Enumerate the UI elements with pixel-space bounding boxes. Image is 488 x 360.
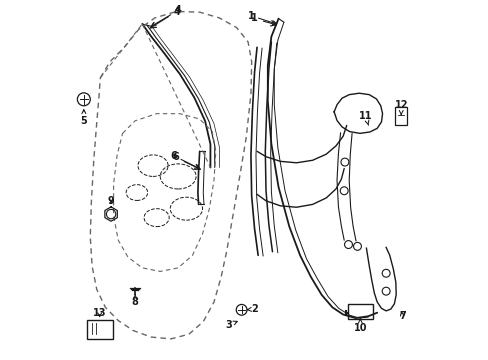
Text: 9: 9 xyxy=(107,196,114,206)
Text: 4: 4 xyxy=(151,5,181,26)
Text: 13: 13 xyxy=(93,309,106,318)
Text: 1: 1 xyxy=(250,13,257,23)
Text: 4: 4 xyxy=(174,7,181,17)
Text: 3: 3 xyxy=(224,320,237,330)
Text: 7: 7 xyxy=(398,311,405,320)
Text: 2: 2 xyxy=(246,304,257,314)
Text: 8: 8 xyxy=(131,294,138,307)
Text: 6: 6 xyxy=(170,150,198,168)
Text: 1: 1 xyxy=(247,11,276,24)
Text: 10: 10 xyxy=(353,319,366,333)
Text: 12: 12 xyxy=(394,100,407,115)
Text: 11: 11 xyxy=(358,111,372,125)
Text: 6: 6 xyxy=(172,152,179,162)
Text: 5: 5 xyxy=(81,110,87,126)
